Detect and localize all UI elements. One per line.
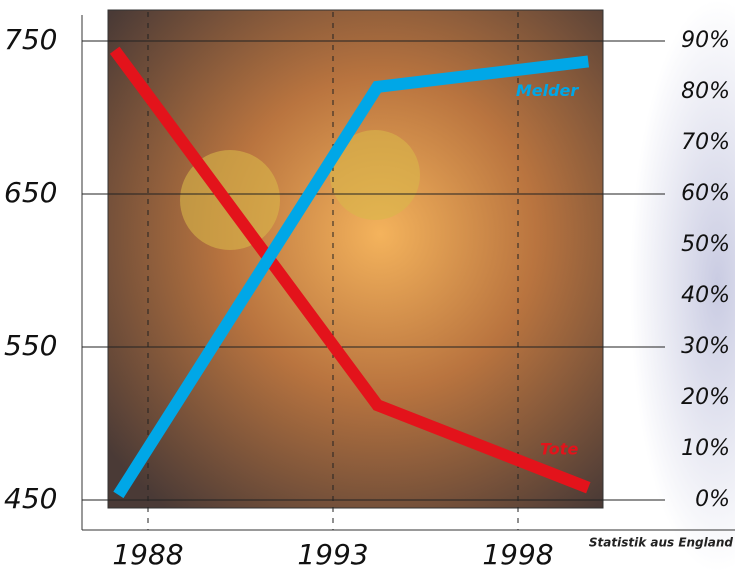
series-label: Tote	[540, 439, 578, 458]
y-tick-label: 650	[4, 176, 57, 209]
x-tick-label: 1993	[297, 538, 368, 571]
y2-tick-label: 40%	[681, 283, 730, 308]
y2-tick-label: 50%	[681, 232, 730, 257]
y2-tick-label: 90%	[681, 28, 730, 53]
y2-tick-label: 60%	[681, 181, 730, 206]
y2-tick-label: 30%	[681, 334, 730, 359]
y2-tick-label: 10%	[681, 436, 730, 461]
y2-tick-label: 0%	[695, 487, 730, 512]
source: Statistik aus England	[589, 536, 734, 550]
chart: Statistik aus England 450 550 650 750 0% 10% 2…	[0, 0, 735, 572]
y2-tick-label: 20%	[681, 385, 730, 410]
y-tick-label: 750	[4, 23, 57, 56]
page: Statistik aus England 450 550 650 750 0% 10% 2…	[0, 0, 735, 572]
x-tick-label: 1998	[482, 538, 553, 571]
y-tick-label: 550	[4, 329, 57, 362]
y-tick-label: 450	[4, 482, 57, 515]
series-label: Melder	[516, 81, 580, 100]
y2-tick-label: 70%	[681, 130, 730, 155]
x-tick-label: 1988	[112, 538, 183, 571]
y2-tick-label: 80%	[681, 79, 730, 104]
